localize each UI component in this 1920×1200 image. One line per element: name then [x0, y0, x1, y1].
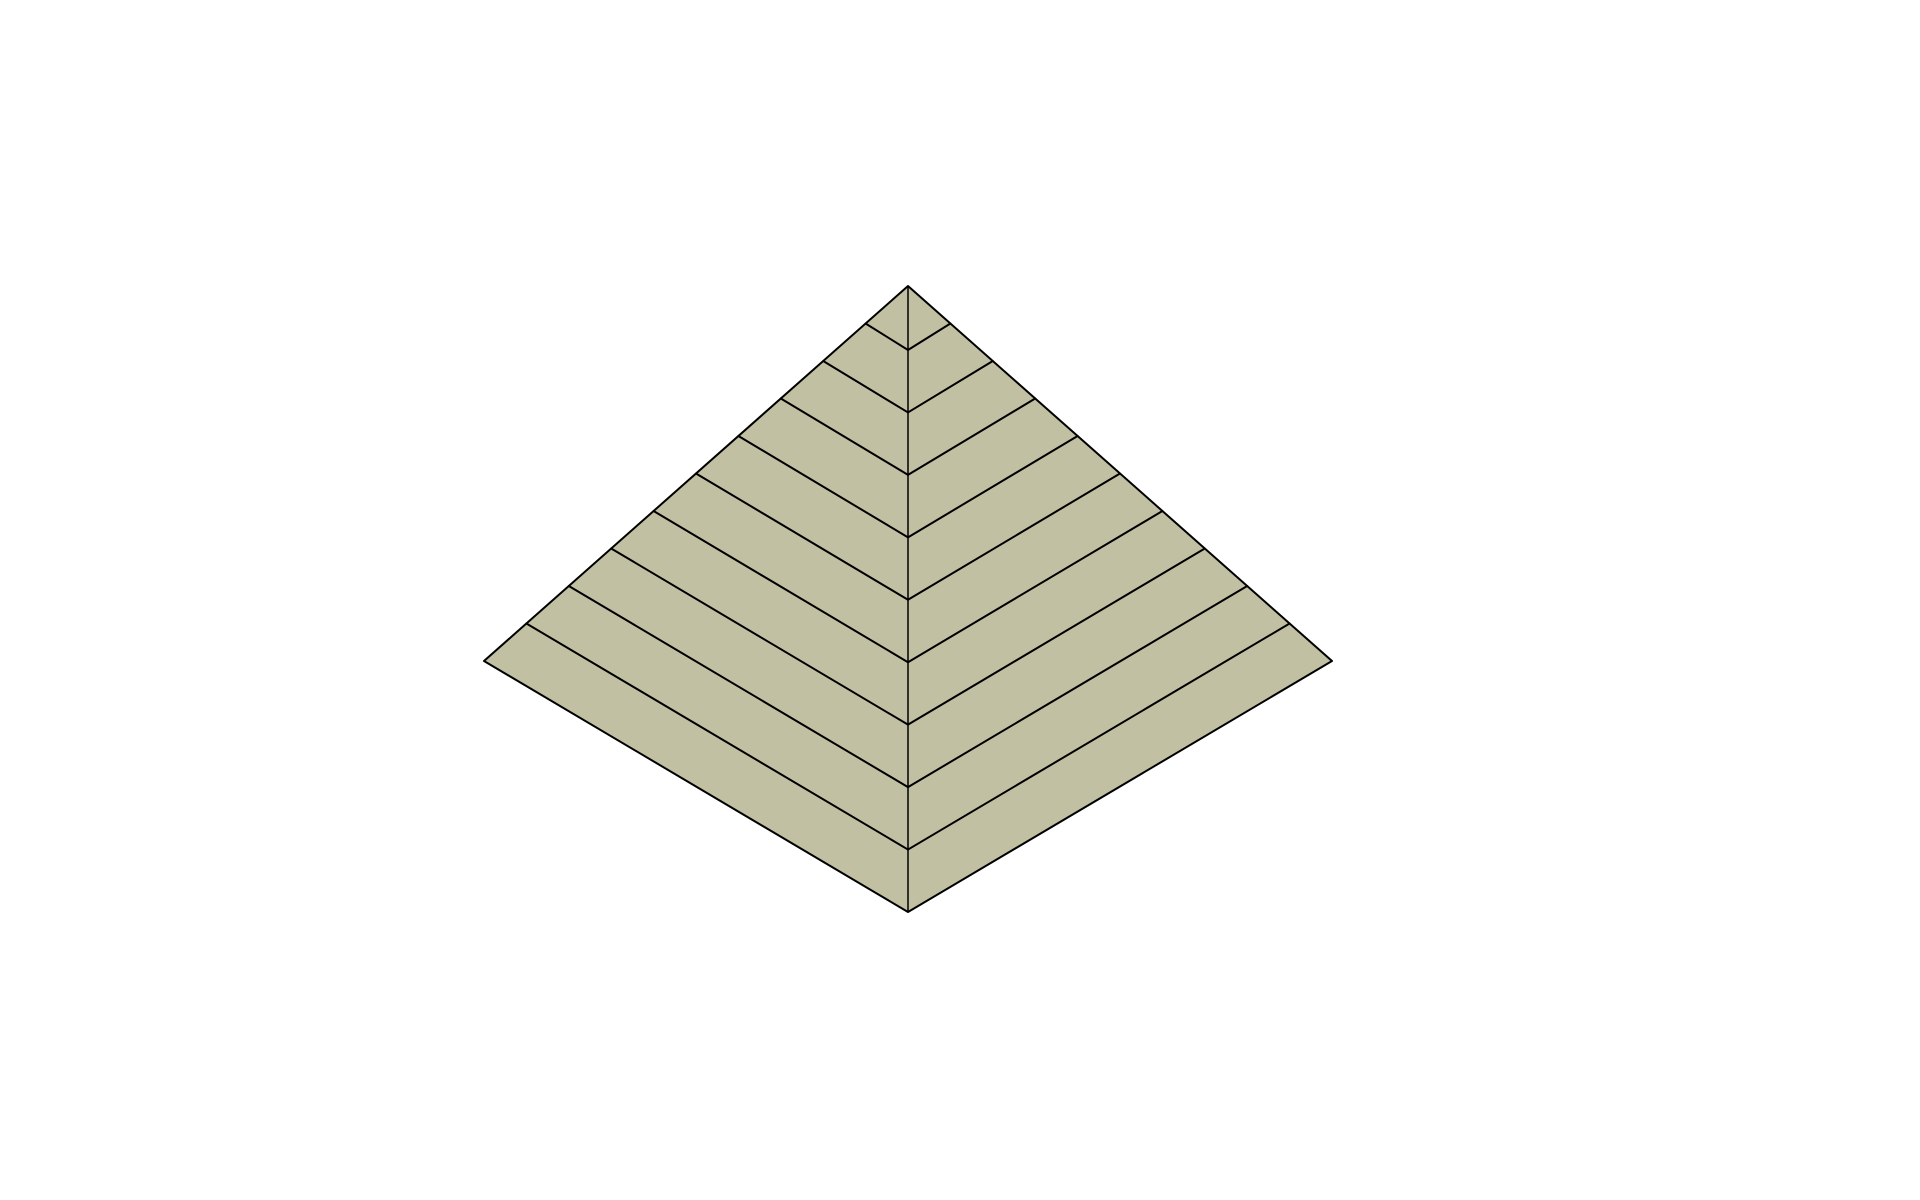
step-edge-left — [695, 472, 909, 601]
step-edge-left — [779, 397, 909, 476]
step-edge-left — [567, 585, 909, 789]
step-edge-left — [864, 322, 909, 351]
step-edge-right — [907, 510, 1164, 664]
stepped-pyramid — [483, 285, 1333, 913]
step-edge-right — [907, 435, 1079, 539]
step-edge-right — [907, 585, 1249, 789]
step-edge-left — [610, 547, 909, 726]
step-edge-left — [525, 622, 909, 851]
step-edge-right — [907, 622, 1291, 851]
step-edge-left — [822, 360, 909, 414]
step-edge-right — [907, 547, 1206, 726]
step-edge-left — [652, 510, 909, 664]
step-edge-right — [907, 360, 994, 414]
step-edge-right — [907, 322, 952, 351]
step-edge-left — [737, 435, 909, 539]
step-edge-right — [907, 472, 1121, 601]
step-edge-right — [907, 397, 1037, 476]
